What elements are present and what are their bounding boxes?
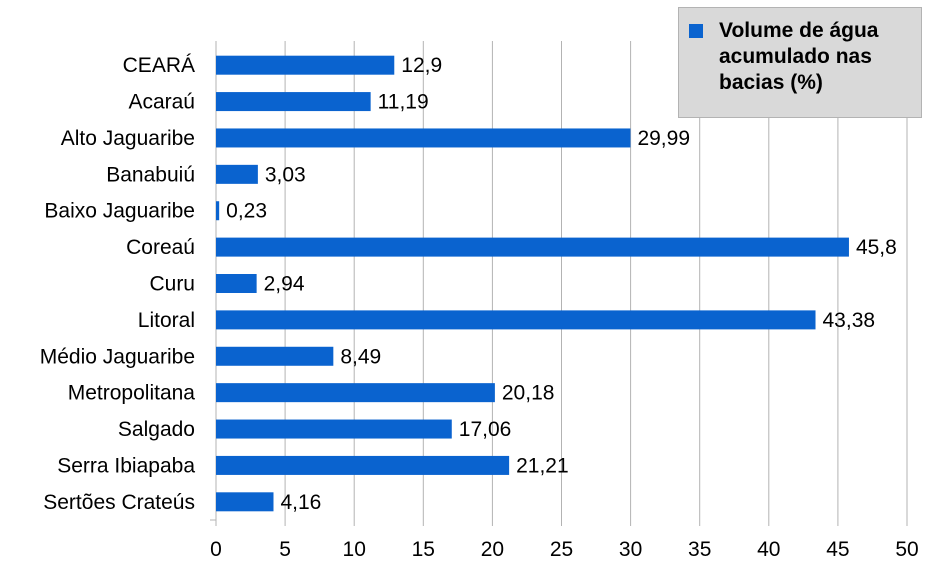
x-tick-label: 35 — [688, 538, 711, 561]
legend-swatch — [689, 24, 703, 38]
bar — [216, 346, 334, 366]
bar — [216, 164, 258, 184]
x-tick-label: 0 — [210, 538, 222, 561]
x-tick-label: 40 — [757, 538, 780, 561]
legend: Volume de água acumulado nas bacias (%) — [678, 7, 922, 118]
bar — [216, 55, 395, 75]
x-tick-label: 50 — [895, 538, 918, 561]
data-label: 17,06 — [459, 418, 512, 441]
legend-label: Volume de água acumulado nas bacias (%) — [719, 19, 879, 94]
data-label: 3,03 — [265, 163, 306, 186]
data-labels: 12,9 11,19 29,99 3,03 0,23 45,8 2,94 43,38 8,49 2… — [226, 54, 897, 514]
category-label: Salgado — [118, 418, 195, 441]
data-label: 45,8 — [856, 236, 897, 259]
category-label: Médio Jaguaribe — [40, 345, 195, 368]
data-label: 4,16 — [280, 491, 321, 514]
x-tick-label: 30 — [619, 538, 642, 561]
bar — [216, 383, 495, 403]
category-label: CEARÁ — [123, 54, 195, 77]
bar — [216, 201, 220, 221]
category-label: Alto Jaguaribe — [61, 127, 195, 150]
bar — [216, 92, 371, 112]
category-label: Banabuiú — [106, 163, 195, 186]
bar — [216, 492, 274, 512]
category-label: Baixo Jaguaribe — [44, 200, 195, 223]
category-label: Sertões Crateús — [43, 491, 195, 514]
bar — [216, 274, 257, 293]
x-axis-tick-labels: 0 5 10 15 20 25 30 35 40 45 50 — [210, 538, 919, 561]
data-label: 29,99 — [637, 127, 690, 150]
x-tick-label: 25 — [550, 538, 573, 561]
bar — [216, 455, 510, 475]
category-label: Curu — [149, 273, 195, 296]
category-label: Litoral — [138, 309, 195, 332]
bar — [216, 419, 452, 439]
data-label: 2,94 — [264, 273, 305, 296]
bars — [216, 55, 849, 512]
category-label: Coreaú — [126, 236, 195, 259]
category-label: Serra Ibiapaba — [57, 454, 195, 477]
x-tick-label: 20 — [481, 538, 504, 561]
bar — [216, 128, 631, 148]
data-label: 43,38 — [823, 309, 876, 332]
x-tick-label: 45 — [826, 538, 849, 561]
bar — [216, 237, 849, 257]
data-label: 20,18 — [502, 382, 555, 405]
data-label: 11,19 — [378, 91, 429, 114]
category-labels: CEARÁ Acaraú Alto Jaguaribe Banabuiú Baixo J… — [40, 54, 196, 514]
x-tick-label: 15 — [412, 538, 435, 561]
x-tick-label: 5 — [279, 538, 291, 561]
bar — [216, 310, 816, 330]
grid-lines — [210, 41, 908, 526]
data-label: 12,9 — [401, 54, 442, 77]
category-label: Metropolitana — [68, 382, 196, 405]
data-label: 8,49 — [340, 345, 381, 368]
category-label: Acaraú — [128, 91, 195, 114]
data-label: 21,21 — [516, 454, 569, 477]
data-label: 0,23 — [226, 200, 267, 223]
x-tick-label: 10 — [343, 538, 366, 561]
